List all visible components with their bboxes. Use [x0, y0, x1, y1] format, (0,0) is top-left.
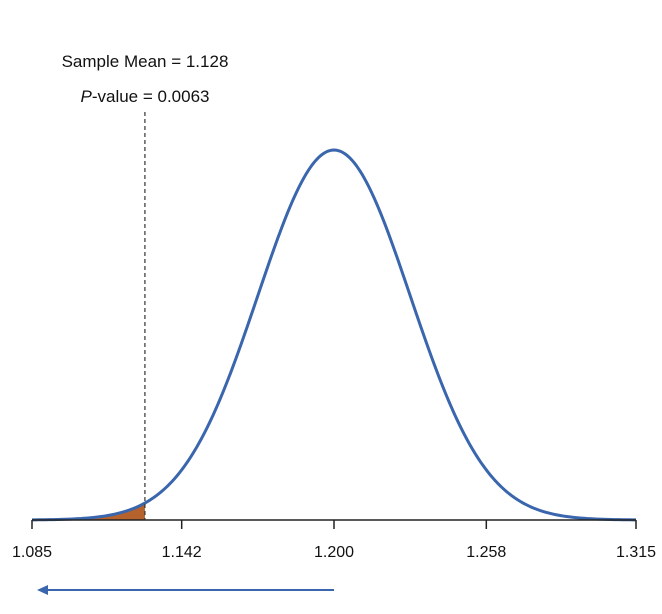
sample-mean-label: Sample Mean = 1.128 [62, 52, 229, 71]
x-tick-label-3: 1.258 [466, 544, 506, 561]
x-tick-label-4: 1.315 [616, 544, 656, 561]
x-axis-ticks: 1.085 1.142 1.200 1.258 1.315 [12, 520, 656, 561]
p-value-label: P-value = 0.0063 [80, 87, 209, 106]
normal-curve [31, 148, 637, 522]
x-tick-label-2: 1.200 [314, 544, 354, 561]
p-value-label-rest: -value = 0.0063 [92, 87, 210, 106]
arrow-head [37, 585, 48, 595]
x-tick-label-0: 1.085 [12, 544, 52, 561]
left-tail-shaded-area [32, 503, 145, 520]
x-tick-label-1: 1.142 [162, 544, 202, 561]
p-value-label-italic: P [80, 87, 92, 106]
